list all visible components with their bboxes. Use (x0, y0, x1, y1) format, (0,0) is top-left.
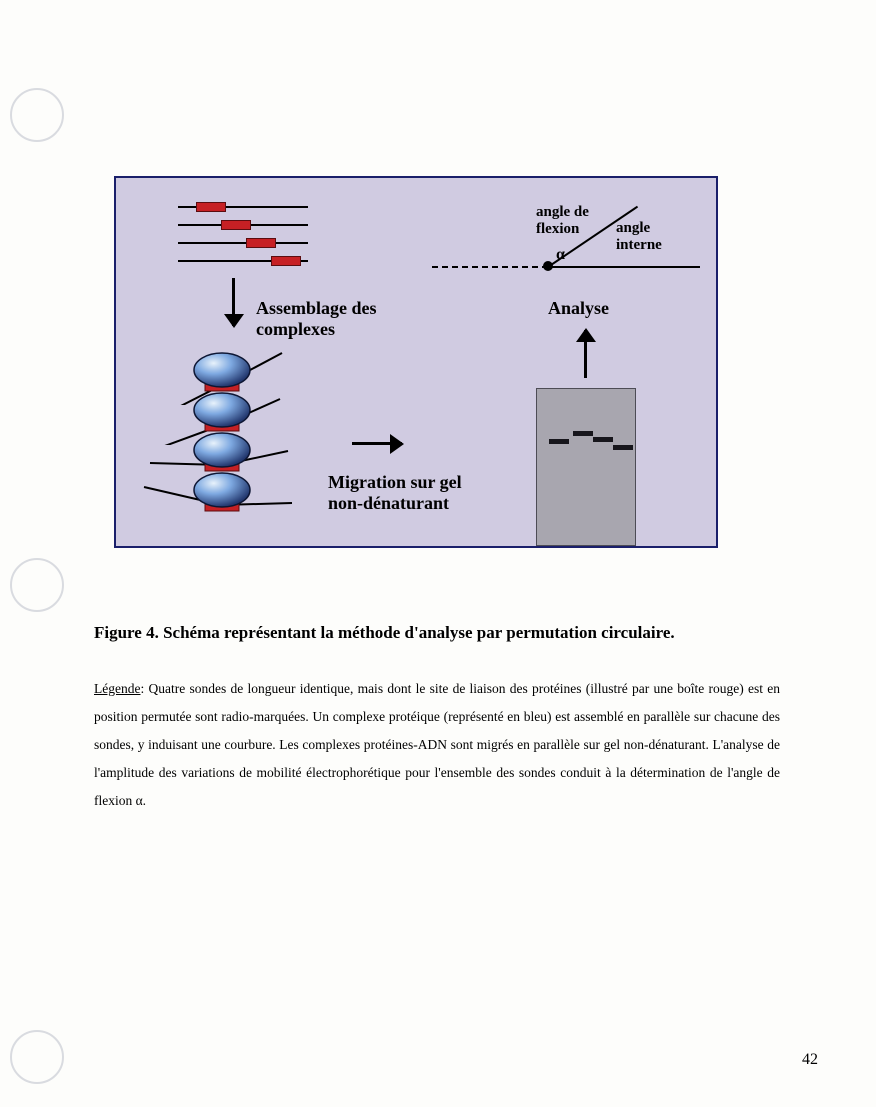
probe-binding-site (221, 220, 251, 230)
arrow-up-icon (584, 330, 587, 378)
arrow-right-icon (352, 442, 402, 445)
probe-binding-site (271, 256, 301, 266)
angle-label-alpha: α (556, 246, 565, 264)
angle-vertex (543, 261, 553, 271)
probe-line (178, 206, 308, 208)
label-analyse: Analyse (548, 298, 609, 319)
label-migration-line2: non-dénaturant (328, 493, 449, 513)
angle-label-flexion: angle deflexion (536, 204, 589, 239)
arrow-down-icon (232, 278, 235, 326)
angle-baseline (548, 266, 700, 268)
probe-binding-site (196, 202, 226, 212)
figure-box: Assemblage des complexes Migration sur g… (114, 176, 718, 548)
binding-hole (10, 1030, 64, 1084)
probe-line (178, 224, 308, 226)
label-migration: Migration sur gel non-dénaturant (328, 472, 462, 513)
binding-hole (10, 558, 64, 612)
legend-text: : Quatre sondes de longueur identique, m… (94, 681, 780, 808)
gel-band (613, 445, 633, 450)
gel-band (573, 431, 593, 436)
gel-band (593, 437, 613, 442)
angle-label-interne: angleinterne (616, 220, 662, 255)
angle-baseline-dash (432, 266, 548, 268)
gel-band (549, 439, 569, 444)
figure-caption-title: Figure 4. Schéma représentant la méthode… (94, 623, 794, 643)
probe-line (178, 242, 308, 244)
page: Assemblage des complexes Migration sur g… (0, 0, 876, 1107)
page-number: 42 (802, 1051, 818, 1069)
label-migration-line1: Migration sur gel (328, 472, 462, 492)
probe-binding-site (246, 238, 276, 248)
figure-caption-body: Légende: Quatre sondes de longueur ident… (94, 675, 780, 815)
binding-hole (10, 88, 64, 142)
gel-box (536, 388, 636, 546)
legend-label: Légende (94, 681, 140, 696)
label-assemblage-line1: Assemblage des (256, 298, 377, 318)
protein-dna-complex (122, 445, 322, 525)
probe-line (178, 260, 308, 262)
